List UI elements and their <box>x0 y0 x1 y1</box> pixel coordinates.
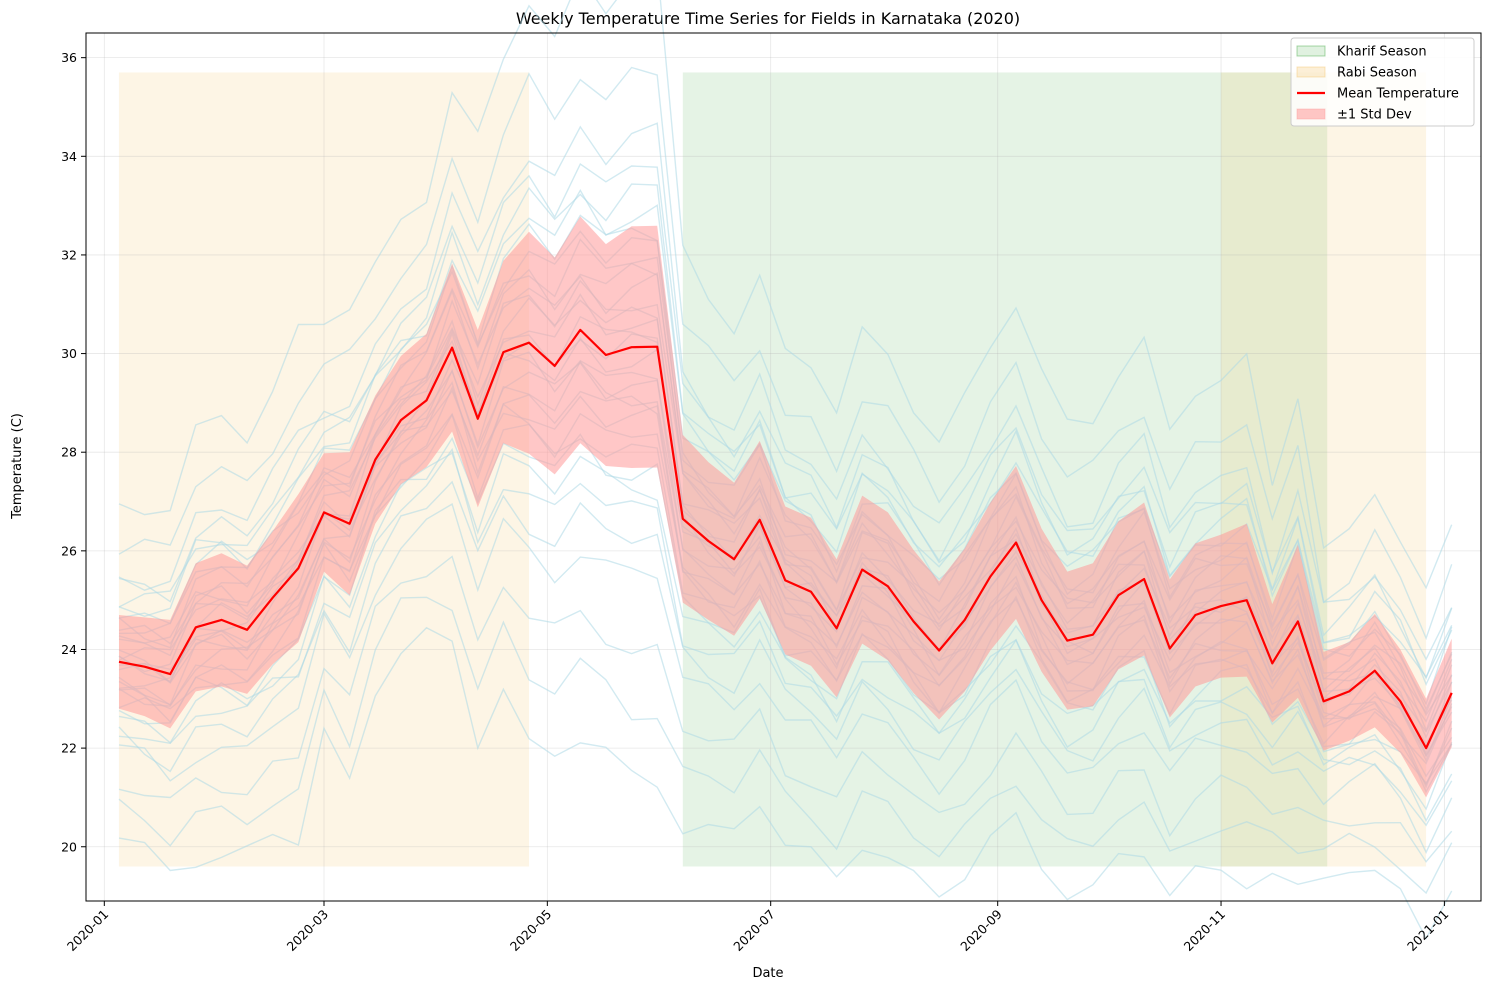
field-line-25 <box>118 163 1453 680</box>
legend-box <box>1290 37 1475 127</box>
y-tick-label-3: 26 <box>61 543 77 558</box>
y-tick-label-2: 24 <box>61 642 77 657</box>
legend-swatch-1 <box>1296 66 1326 78</box>
field-line-28 <box>118 596 1453 895</box>
x-tick-label-5: 2020-11 <box>1181 907 1229 955</box>
y-tick-label-6: 32 <box>61 247 77 262</box>
legend-label-2: Mean Temperature <box>1337 87 1459 102</box>
x-tick-label-3: 2020-07 <box>730 907 778 955</box>
legend: Kharif Season Rabi Season Mean Temperature… <box>1290 37 1475 127</box>
y-tick-label-5: 30 <box>61 346 77 361</box>
x-tick-label-0: 2020-01 <box>64 907 112 955</box>
x-axis-label: Date <box>752 966 783 981</box>
field-line-26 <box>118 122 1453 661</box>
legend-label-1: Rabi Season <box>1337 66 1417 81</box>
field-line-31 <box>118 0 1453 590</box>
x-tick-label-1: 2020-03 <box>284 907 332 955</box>
legend-label-3: ±1 Std Dev <box>1337 108 1412 123</box>
std-dev-band <box>119 216 1452 798</box>
legend-swatch-0 <box>1296 45 1326 57</box>
field-line-29 <box>118 555 1453 863</box>
mean-line <box>118 328 1453 750</box>
std-dev-area <box>119 216 1452 798</box>
legend-swatch-3 <box>1296 108 1326 120</box>
field-line-1 <box>118 480 1453 827</box>
y-tick-label-7: 34 <box>61 149 77 164</box>
y-tick-label-8: 36 <box>61 50 77 65</box>
plot-frame <box>85 32 1482 902</box>
y-tick-label-4: 28 <box>61 445 77 460</box>
y-tick-label-0: 20 <box>61 839 77 854</box>
field-line-0 <box>118 503 1453 854</box>
legend-label-0: Kharif Season <box>1337 45 1427 60</box>
field-line-24 <box>118 183 1453 687</box>
field-line-30 <box>118 66 1453 641</box>
field-line-2 <box>118 447 1453 823</box>
season-band-0 <box>682 72 1328 867</box>
mean-temperature-line <box>118 328 1453 750</box>
x-tick-label-4: 2020-09 <box>957 906 1005 954</box>
field-line-27 <box>118 626 1453 941</box>
x-tick-label-2: 2020-05 <box>507 907 555 955</box>
y-tick-label-1: 22 <box>61 741 77 756</box>
x-tick-label-6: 2021-01 <box>1404 907 1452 955</box>
y-axis-label: Temperature (C) <box>10 413 25 520</box>
chart-title: Weekly Temperature Time Series for Field… <box>516 9 1020 28</box>
